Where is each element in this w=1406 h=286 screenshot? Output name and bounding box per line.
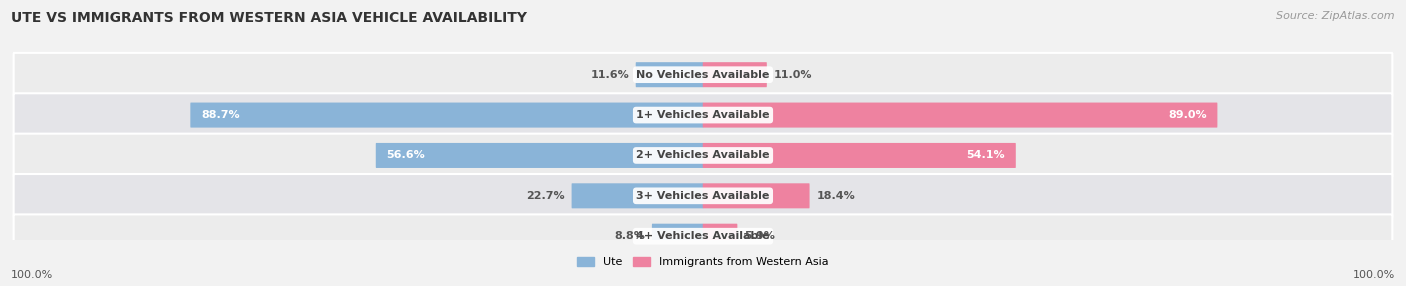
Text: 54.1%: 54.1%: [966, 150, 1005, 160]
Text: No Vehicles Available: No Vehicles Available: [637, 70, 769, 80]
Text: 56.6%: 56.6%: [387, 150, 425, 160]
FancyBboxPatch shape: [14, 214, 1392, 258]
FancyBboxPatch shape: [14, 134, 1392, 177]
Text: Source: ZipAtlas.com: Source: ZipAtlas.com: [1277, 11, 1395, 21]
FancyBboxPatch shape: [572, 183, 703, 208]
Text: 8.8%: 8.8%: [614, 231, 645, 241]
Text: 22.7%: 22.7%: [526, 191, 565, 201]
FancyBboxPatch shape: [703, 103, 1218, 128]
FancyBboxPatch shape: [703, 143, 1015, 168]
Text: 3+ Vehicles Available: 3+ Vehicles Available: [637, 191, 769, 201]
FancyBboxPatch shape: [14, 174, 1392, 218]
Text: 100.0%: 100.0%: [11, 270, 53, 280]
Legend: Ute, Immigrants from Western Asia: Ute, Immigrants from Western Asia: [572, 252, 834, 272]
Text: 2+ Vehicles Available: 2+ Vehicles Available: [637, 150, 769, 160]
FancyBboxPatch shape: [190, 103, 703, 128]
Text: 11.6%: 11.6%: [591, 70, 628, 80]
FancyBboxPatch shape: [703, 224, 737, 249]
FancyBboxPatch shape: [14, 53, 1392, 96]
FancyBboxPatch shape: [703, 183, 810, 208]
Text: 5.9%: 5.9%: [744, 231, 775, 241]
Text: 100.0%: 100.0%: [1353, 270, 1395, 280]
FancyBboxPatch shape: [652, 224, 703, 249]
FancyBboxPatch shape: [703, 62, 766, 87]
FancyBboxPatch shape: [636, 62, 703, 87]
Text: 11.0%: 11.0%: [773, 70, 813, 80]
Text: 89.0%: 89.0%: [1168, 110, 1206, 120]
Text: 18.4%: 18.4%: [817, 191, 855, 201]
FancyBboxPatch shape: [375, 143, 703, 168]
Text: 88.7%: 88.7%: [201, 110, 239, 120]
Text: 4+ Vehicles Available: 4+ Vehicles Available: [636, 231, 770, 241]
Text: UTE VS IMMIGRANTS FROM WESTERN ASIA VEHICLE AVAILABILITY: UTE VS IMMIGRANTS FROM WESTERN ASIA VEHI…: [11, 11, 527, 25]
Text: 1+ Vehicles Available: 1+ Vehicles Available: [637, 110, 769, 120]
FancyBboxPatch shape: [14, 93, 1392, 137]
